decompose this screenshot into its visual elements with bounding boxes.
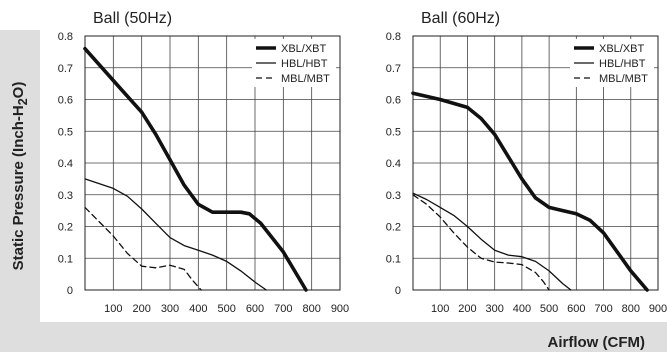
chart-2-y-tick-label-2: 0.2 (386, 222, 401, 234)
chart-2-series-2-line (412, 192, 572, 291)
chart-1-x-tick-label-6: 700 (274, 303, 292, 315)
chart-1-legend-label-2: HBL/HBT (281, 58, 328, 70)
chart-1-series-1-line (83, 46, 308, 292)
chart-2-series-3-line (412, 194, 550, 291)
chart-1-x-tick-label-1: 200 (132, 303, 150, 315)
chart-2-x-tick-label-6: 700 (594, 303, 612, 315)
chart-2-x-tick-label-8: 900 (649, 303, 667, 315)
chart-1-title: Ball (50Hz) (93, 10, 172, 27)
chart-1-x-tick-label-7: 800 (302, 303, 320, 315)
chart-2-y-tick-label-1: 0.1 (386, 253, 401, 265)
chart-2-series-1-line (411, 91, 649, 292)
chart-2-y-tick-label-6: 0.6 (386, 95, 401, 107)
x-axis-label: Airflow (CFM) (547, 334, 645, 351)
chart-2-x-tick-label-0: 100 (431, 303, 449, 315)
chart-1-y-tick-label-1: 0.1 (58, 253, 73, 265)
chart-1-x-tick-label-2: 300 (161, 303, 179, 315)
chart-1-y-tick-label-3: 0.3 (58, 190, 73, 202)
chart-1-group: 0 0.1 0.2 0.3 0.4 0.5 0.6 0.7 0.8 100 200 300 400 500… (58, 10, 349, 315)
chart-1-x-tick-label-4: 500 (217, 303, 235, 315)
chart-1-x-tick-label-5: 600 (246, 303, 264, 315)
chart-1-x-tick-label-3: 400 (189, 303, 207, 315)
y-axis-label-band (0, 30, 40, 322)
chart-1-x-tick-label-0: 100 (104, 303, 122, 315)
chart-1-plot-frame (84, 35, 341, 291)
chart-1-y-tick-label-2: 0.2 (58, 222, 73, 234)
chart-2-y-tick-label-7: 0.7 (386, 63, 401, 75)
chart-2-y-tick-label-0: 0 (395, 285, 401, 297)
chart-1-y-tick-label-5: 0.5 (58, 126, 73, 138)
chart-2-x-tick-label-1: 200 (458, 303, 476, 315)
chart-2-x-tick-label-3: 400 (513, 303, 531, 315)
chart-1-y-tick-label-6: 0.6 (58, 95, 73, 107)
chart-1-y-tick-label-4: 0.4 (58, 158, 73, 170)
chart-1-legend-label-3: MBL/MBT (281, 73, 330, 85)
chart-2-legend-label-1: XBL/XBT (599, 43, 645, 55)
chart-2-group: 0 0.1 0.2 0.3 0.4 0.5 0.6 0.7 0.8 100 200 300 400 500… (386, 10, 667, 315)
chart-2-plot-frame (412, 35, 659, 291)
x-axis-label-band (0, 322, 667, 352)
chart-1-series-3-line (84, 206, 202, 291)
chart-2-y-tick-label-8: 0.8 (386, 31, 401, 43)
chart-2-x-tick-label-5: 600 (567, 303, 585, 315)
chart-2-x-tick-label-2: 300 (485, 303, 503, 315)
chart-1-series-2-line (84, 178, 267, 291)
chart-1-y-tick-label-7: 0.7 (58, 63, 73, 75)
chart-2-y-tick-label-3: 0.3 (386, 190, 401, 202)
chart-2-y-tick-label-5: 0.5 (386, 126, 401, 138)
chart-2-y-tick-label-4: 0.4 (386, 158, 401, 170)
chart-2-legend-label-2: HBL/HBT (599, 58, 646, 70)
chart-2-x-tick-label-4: 500 (540, 303, 558, 315)
chart-2-title: Ball (60Hz) (421, 10, 500, 27)
chart-1-y-tick-label-8: 0.8 (58, 31, 73, 43)
chart-1-y-tick-label-0: 0 (67, 285, 73, 297)
chart-1-x-tick-label-8: 900 (331, 303, 349, 315)
chart-2-legend-label-3: MBL/MBT (599, 73, 648, 85)
chart-2-x-tick-label-7: 800 (622, 303, 640, 315)
chart-1-legend-label-1: XBL/XBT (281, 43, 327, 55)
